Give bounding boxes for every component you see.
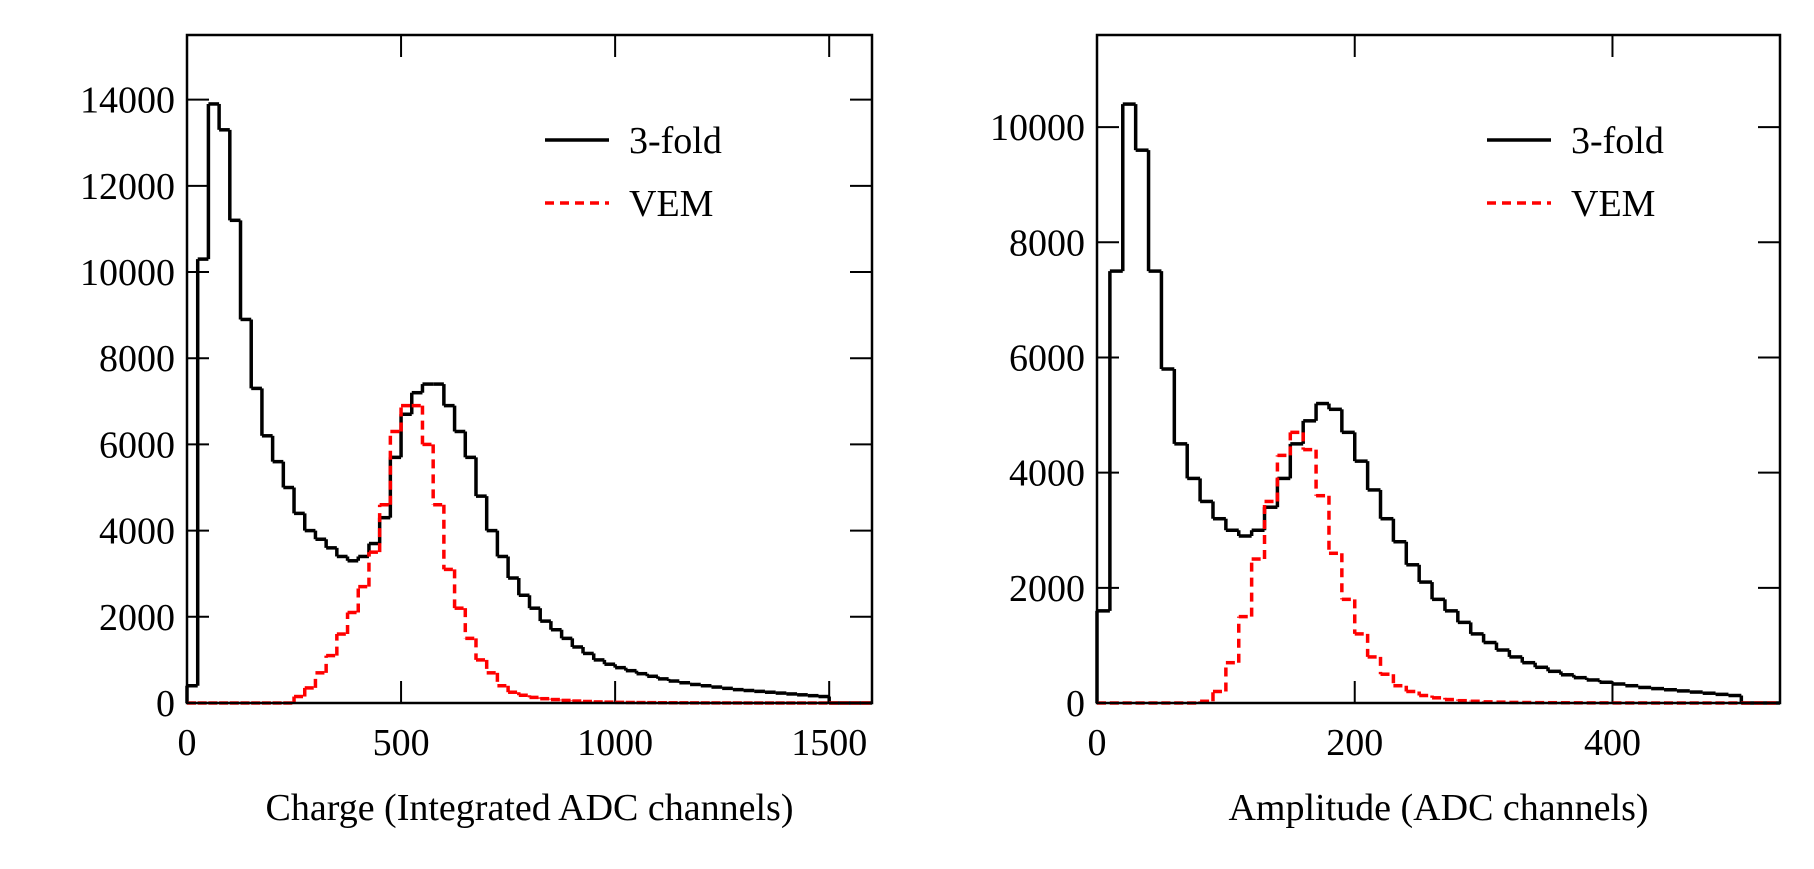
x-tick-label: 0 (178, 722, 197, 764)
y-tick-label: 0 (1066, 683, 1085, 725)
y-tick-label: 2000 (99, 597, 175, 639)
series (187, 403, 872, 705)
y-tick-label: 4000 (99, 511, 175, 553)
y-tick-label: 12000 (80, 166, 175, 208)
y-tick-label: 8000 (99, 338, 175, 380)
y-tick-label: 6000 (1009, 337, 1085, 379)
y-tick-label: 6000 (99, 424, 175, 466)
x-tick-label: 1000 (577, 722, 653, 764)
y-tick-label: 14000 (80, 80, 175, 122)
plot-frame (185, 33, 874, 705)
y-tick-label: 10000 (80, 252, 175, 294)
y-tick-label: 4000 (1009, 453, 1085, 495)
series (1095, 102, 1780, 705)
x-tick-label: 1500 (791, 722, 867, 764)
y-tick-label: 8000 (1009, 222, 1085, 264)
x-tick-label: 0 (1088, 722, 1107, 764)
x-tick-label: 200 (1326, 722, 1383, 764)
x-tick-label: 500 (373, 722, 430, 764)
series (185, 102, 872, 705)
x-axis-label: Charge (Integrated ADC channels) (266, 787, 794, 829)
legend-label: 3-fold (629, 120, 722, 162)
legend-label: 3-fold (1571, 120, 1664, 162)
x-tick-label: 400 (1584, 722, 1641, 764)
plot-frame (1095, 33, 1782, 705)
legend-label: VEM (629, 183, 713, 225)
y-tick-label: 10000 (990, 107, 1085, 149)
y-tick-label: 0 (156, 683, 175, 725)
legend-label: VEM (1571, 183, 1655, 225)
y-tick-label: 2000 (1009, 568, 1085, 610)
x-axis-label: Amplitude (ADC channels) (1228, 787, 1648, 829)
series (1097, 430, 1780, 705)
